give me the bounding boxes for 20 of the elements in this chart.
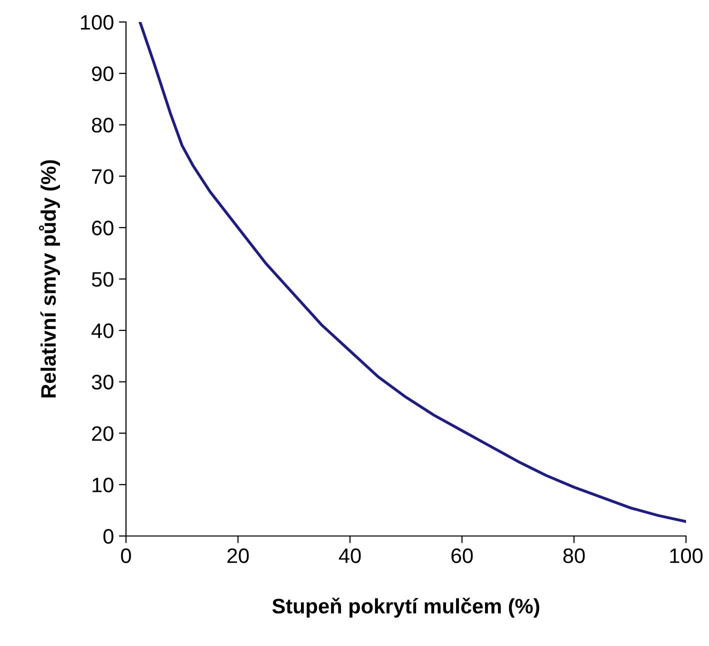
y-tick-label: 50 (92, 272, 114, 287)
line-series (138, 22, 686, 523)
x-tick-label: 40 (338, 548, 361, 564)
y-tick-label: 100 (81, 15, 114, 30)
y-tick-label: 10 (92, 478, 114, 492)
x-tick-label: 20 (227, 548, 249, 564)
y-tick-label: 0 (103, 529, 114, 544)
x-tick-label: 60 (451, 548, 473, 564)
x-axis-title: Stupeň pokrytí mulčem (%) (272, 598, 540, 618)
y-tick-label: 60 (92, 220, 114, 236)
x-tick-label: 80 (563, 548, 585, 564)
y-tick-label: 20 (92, 426, 114, 441)
x-tick-label: 0 (121, 548, 131, 564)
y-tick-label: 70 (92, 169, 114, 184)
y-tick-label: 40 (92, 323, 114, 338)
y-tick-label: 90 (92, 66, 114, 82)
y-tick-label: 30 (92, 374, 114, 390)
y-tick-label: 80 (92, 118, 114, 133)
y-axis-title: Relativní smyv půdy (%) (38, 160, 60, 398)
x-tick-label: 100 (670, 548, 703, 564)
